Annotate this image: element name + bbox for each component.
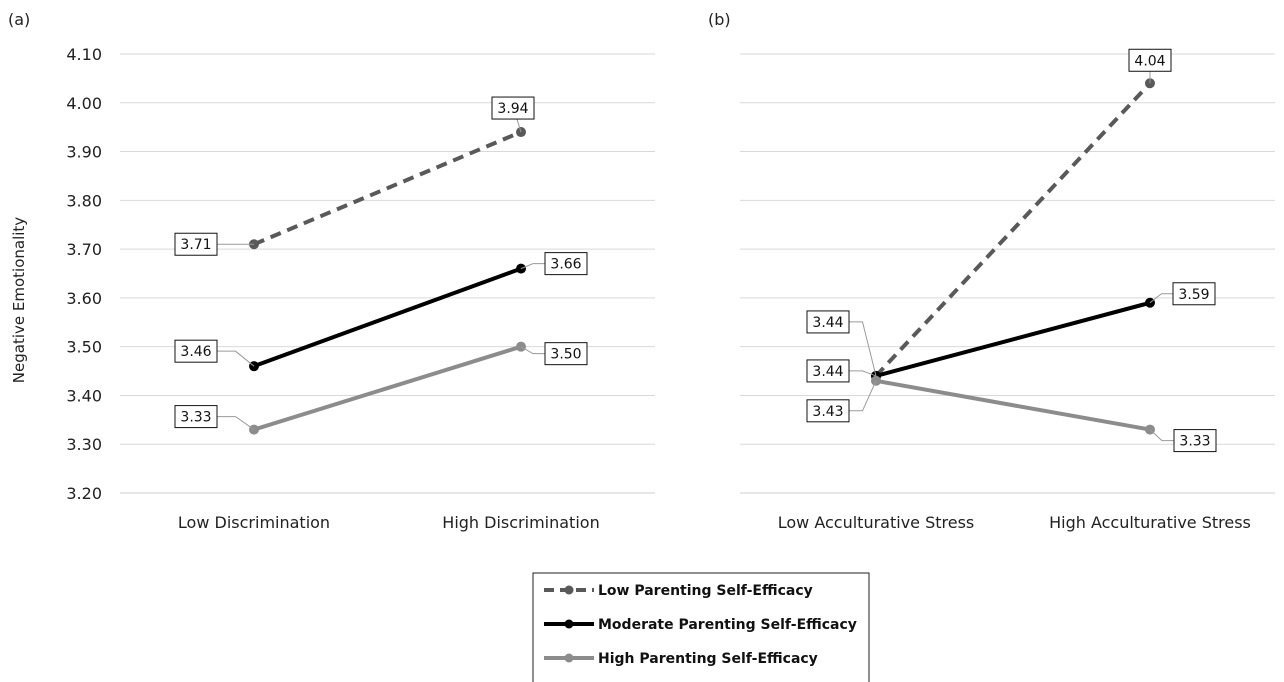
panel-a: (a) 3.20 3.30 3.40 3.50 3.60 3.70 3.80 3.90 4.00 4… <box>8 10 655 532</box>
y-axis-label: Negative Emotionality <box>10 217 28 383</box>
data-label-box <box>1173 429 1217 453</box>
data-label-box <box>806 310 850 334</box>
x-category-label: High Acculturative Stress <box>1049 513 1251 532</box>
data-label: 3.46 <box>180 344 211 360</box>
y-tick-label: 3.40 <box>66 386 102 405</box>
data-label-leader <box>849 321 877 377</box>
data-label-leader <box>849 370 877 377</box>
panel-b: (b) Low Acculturative Stress High Accultur… <box>708 10 1275 532</box>
legend: Low Parenting Self-Efficacy Moderate Pare… <box>532 572 870 682</box>
series-line <box>253 130 522 247</box>
y-tick-label: 3.30 <box>66 435 102 454</box>
data-label: 3.66 <box>550 257 581 273</box>
y-tick-label: 3.80 <box>66 191 102 210</box>
data-label: 3.94 <box>497 101 528 117</box>
data-label-box <box>174 405 218 429</box>
data-label-leader <box>217 350 255 367</box>
data-label-box <box>174 232 218 256</box>
data-label: 3.71 <box>180 237 211 253</box>
data-label: 3.44 <box>812 315 843 331</box>
legend-marker <box>564 619 574 629</box>
data-label-leader <box>520 263 545 270</box>
y-tick-label: 3.90 <box>66 143 102 162</box>
data-label-box <box>806 359 850 383</box>
y-tick-label: 3.60 <box>66 289 102 308</box>
y-tick-label: 3.20 <box>66 484 102 503</box>
data-label: 3.50 <box>550 347 581 363</box>
data-label-box <box>806 399 850 423</box>
series-line <box>253 344 522 432</box>
data-label-leader <box>1149 293 1173 304</box>
series-line <box>875 378 1151 432</box>
data-label-leader <box>849 380 877 412</box>
data-label-leader <box>217 416 255 430</box>
legend-marker <box>564 653 574 663</box>
y-tick-label: 4.10 <box>66 45 102 64</box>
data-label-box <box>1172 282 1216 306</box>
series-line <box>875 300 1151 378</box>
series-line <box>253 266 522 369</box>
data-label-box <box>174 339 218 363</box>
data-label: 3.43 <box>812 404 843 420</box>
x-category-label: Low Discrimination <box>178 513 330 532</box>
legend-marker <box>564 585 574 595</box>
data-label-box <box>1128 48 1172 72</box>
data-label-leader <box>520 346 545 355</box>
legend-box <box>532 572 870 682</box>
panel-label: (a) <box>8 10 30 29</box>
legend-label: Moderate Parenting Self-Efficacy <box>598 617 857 633</box>
y-tick-label: 3.50 <box>66 338 102 357</box>
data-label-box <box>544 342 588 366</box>
data-label: 3.44 <box>812 364 843 380</box>
data-label: 3.33 <box>1179 434 1210 450</box>
panel-label: (b) <box>708 10 731 29</box>
x-category-label: High Discrimination <box>442 513 599 532</box>
data-label: 3.33 <box>180 410 211 426</box>
legend-label: Low Parenting Self-Efficacy <box>598 583 813 599</box>
data-label: 3.59 <box>1178 287 1209 303</box>
data-label-box <box>491 96 535 120</box>
y-tick-label: 3.70 <box>66 240 102 259</box>
x-category-label: Low Acculturative Stress <box>778 513 975 532</box>
data-label-leader <box>1149 429 1174 442</box>
series-line <box>874 81 1152 378</box>
legend-label: High Parenting Self-Efficacy <box>598 651 818 667</box>
data-label-box <box>544 252 588 276</box>
data-label: 4.04 <box>1134 53 1165 69</box>
y-tick-label: 4.00 <box>66 94 102 113</box>
